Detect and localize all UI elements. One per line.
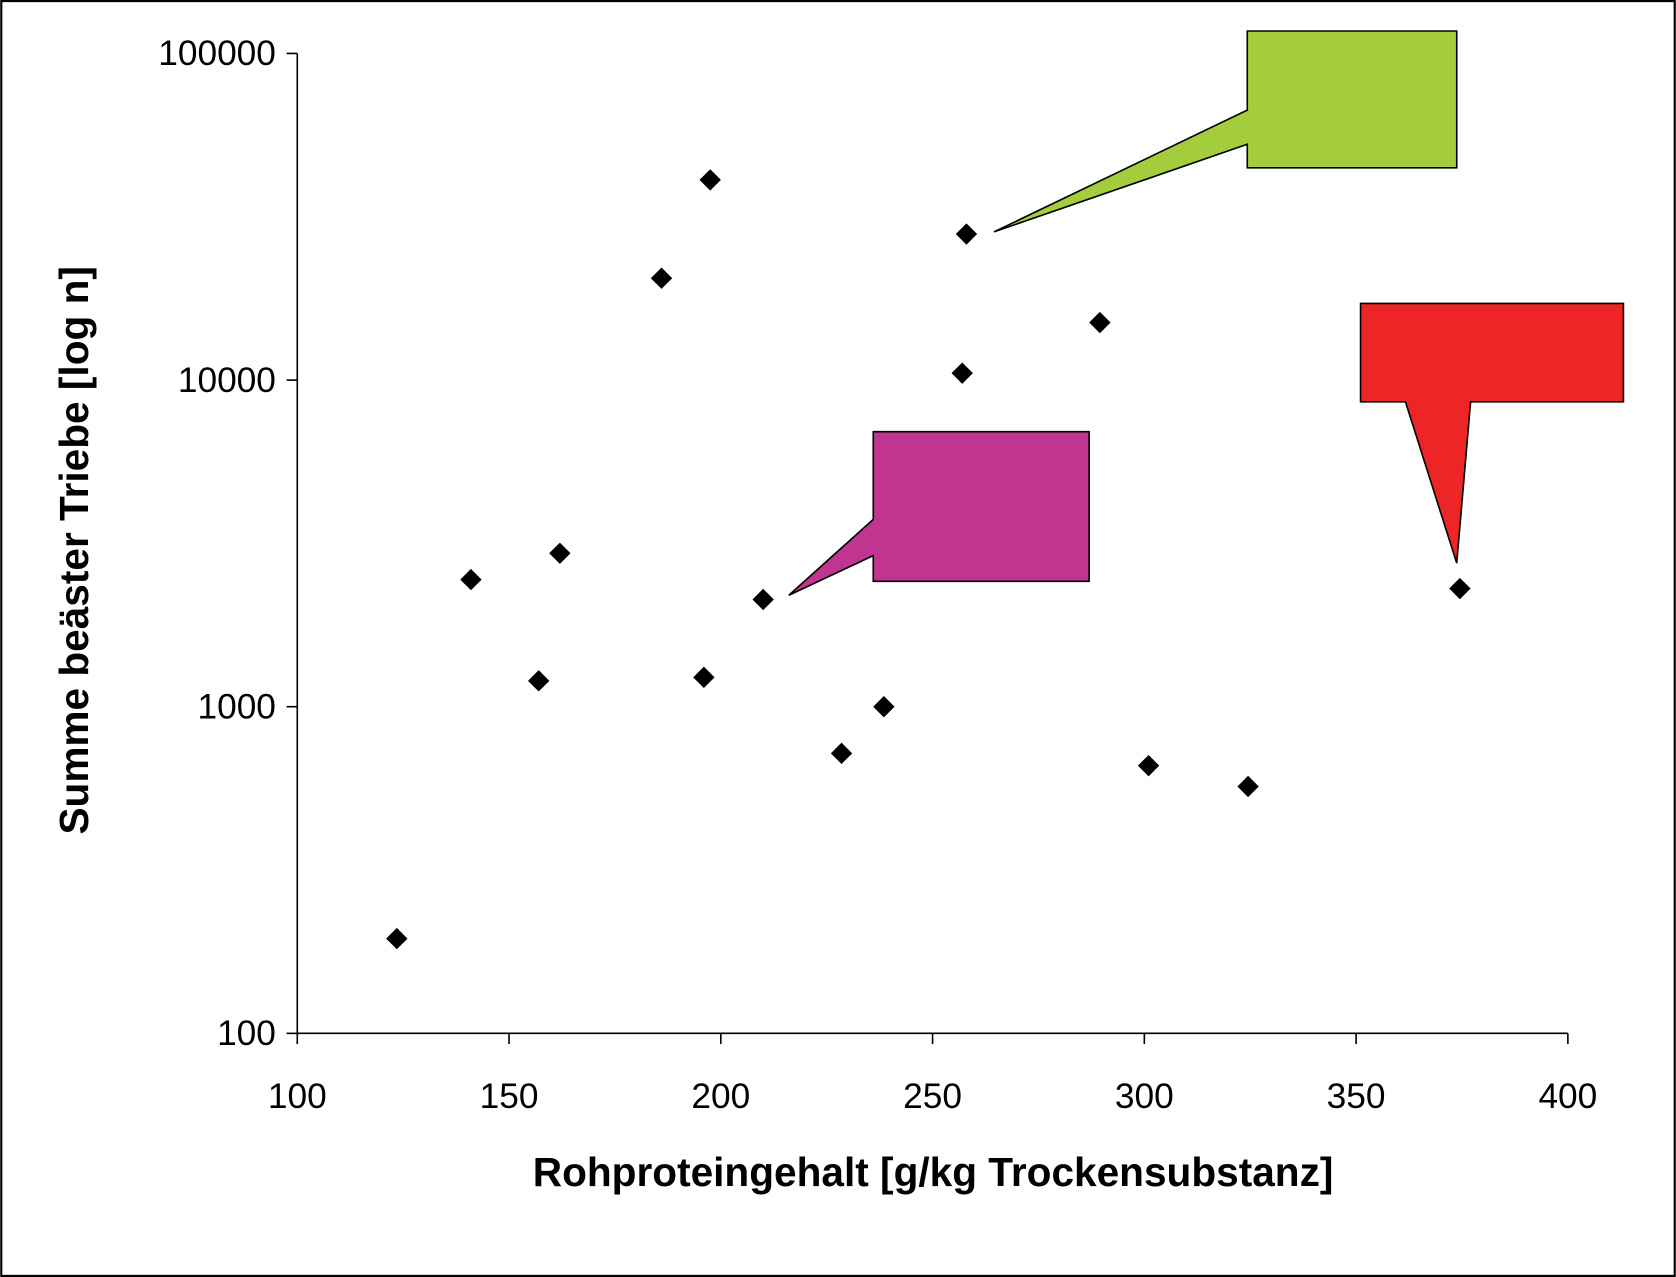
y-tick-label: 10000 xyxy=(178,361,276,400)
y-tick-label: 100000 xyxy=(158,34,276,73)
x-axis-title: Rohproteingehalt [g/kg Trockensubstanz] xyxy=(533,1149,1334,1195)
x-tick-label: 100 xyxy=(268,1077,327,1116)
y-tick-label: 100 xyxy=(217,1014,276,1053)
callout-magenta xyxy=(788,430,1090,596)
point xyxy=(1137,754,1160,777)
point xyxy=(830,742,853,765)
x-tick-label: 150 xyxy=(480,1077,539,1116)
y-tick-label: 1000 xyxy=(197,687,275,726)
x-tick-label: 300 xyxy=(1115,1077,1174,1116)
point xyxy=(1449,577,1471,600)
x-tick-label: 250 xyxy=(903,1077,962,1116)
point xyxy=(528,670,550,692)
point xyxy=(955,223,978,245)
y-axis-title: Summe beäster Triebe [log n] xyxy=(51,266,97,834)
point xyxy=(1237,775,1259,798)
callout-red xyxy=(1359,302,1625,564)
point xyxy=(549,542,571,564)
x-tick-label: 400 xyxy=(1538,1077,1597,1116)
callout-green xyxy=(993,30,1458,233)
x-tick-label: 200 xyxy=(691,1077,750,1116)
x-tick-label: 350 xyxy=(1327,1077,1386,1116)
